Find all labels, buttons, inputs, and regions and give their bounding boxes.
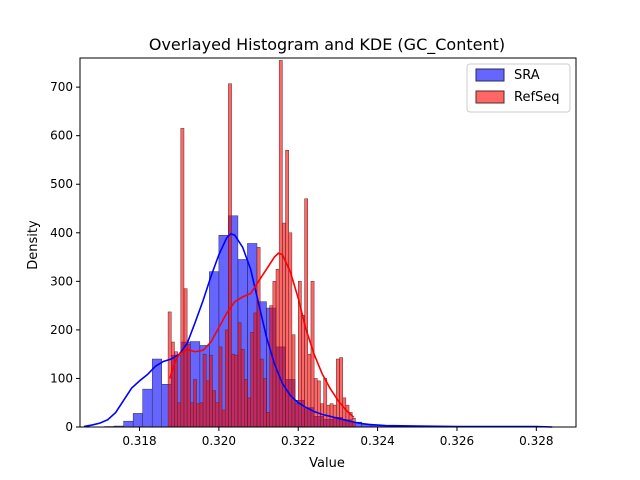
legend-swatch-sra [475,68,505,82]
plot-frame [79,57,577,428]
y-tick-label: 0 [65,420,73,434]
refseq-bar [288,232,293,428]
refseq-bar [240,349,245,428]
refseq-bar [342,397,347,428]
refseq-bar [301,315,305,428]
y-tick-label: 600 [50,129,73,143]
refseq-bar [323,378,328,428]
refseq-bar [278,60,283,428]
x-tick-label: 0.328 [519,434,553,448]
refseq-bar [177,402,182,428]
refseq-bar [307,353,312,428]
refseq-bar [234,354,239,428]
x-axis-label: Value [309,456,345,471]
legend-label-sra: SRA [514,68,540,83]
refseq-bar [282,222,286,428]
refseq-bar [336,358,340,428]
legend-label-refseq: RefSeq [514,90,560,105]
plot-area [83,60,553,428]
refseq-bar [317,380,321,428]
refseq-bar [228,83,232,428]
refseq-bar [171,341,175,428]
sra-bar [142,388,153,428]
chart-title: Overlayed Histogram and KDE (GC_Content) [149,35,505,55]
refseq-bars [167,60,356,428]
x-axis: 0.318 0.320 0.322 0.324 0.326 0.328 [122,427,553,448]
refseq-bar [345,404,350,428]
x-tick-label: 0.320 [202,434,236,448]
refseq-bar [294,403,299,428]
x-tick-label: 0.324 [360,434,394,448]
refseq-bar [209,354,213,428]
y-tick-label: 500 [50,177,73,191]
refseq-bar [180,128,185,428]
refseq-bar [272,281,277,428]
y-tick-label: 300 [50,274,73,288]
refseq-bar [259,358,264,428]
refseq-bar [224,329,229,428]
y-tick-label: 700 [50,80,73,94]
legend-swatch-refseq [475,90,505,104]
legend: SRA RefSeq [466,63,571,113]
refseq-bar [256,247,261,428]
sra-bar [123,420,134,428]
refseq-bar [263,378,267,428]
refseq-bar [237,322,242,428]
refseq-bar [313,378,318,428]
refseq-bar [205,380,210,428]
refseq-bar [250,332,255,428]
refseq-bar [275,268,280,428]
refseq-bar [202,353,207,428]
sra-bar [132,413,143,428]
refseq-bar [247,397,251,428]
refseq-bar [183,288,188,428]
refseq-bar [215,402,220,428]
y-tick-label: 400 [50,226,73,240]
refseq-bar [167,311,172,428]
refseq-bar [285,150,289,428]
y-axis-label: Density [26,220,41,270]
refseq-bar [212,390,216,428]
refseq-bar [199,402,204,428]
refseq-bar [339,357,343,428]
refseq-bar [218,346,223,428]
refseq-bar [193,379,197,428]
refseq-bar [231,353,236,428]
refseq-bar [244,379,248,428]
refseq-bar [269,305,274,428]
refseq-bar [329,403,334,428]
refseq-bar [304,198,309,428]
refseq-bar [291,334,296,428]
refseq-bar [332,404,337,428]
y-tick-label: 100 [50,371,73,385]
y-axis: 0 100 200 300 400 500 600 700 [50,80,80,434]
x-tick-label: 0.318 [122,434,156,448]
refseq-bar [253,312,258,428]
y-tick-label: 200 [50,323,73,337]
refseq-bar [190,402,194,428]
refseq-bar [196,403,201,428]
refseq-bar [221,409,226,428]
refseq-bar [186,344,191,428]
x-tick-label: 0.322 [281,434,315,448]
refseq-kde-line [168,252,355,418]
refseq-bar [266,412,270,428]
x-tick-label: 0.326 [440,434,474,448]
sra-kde-line [83,232,553,428]
